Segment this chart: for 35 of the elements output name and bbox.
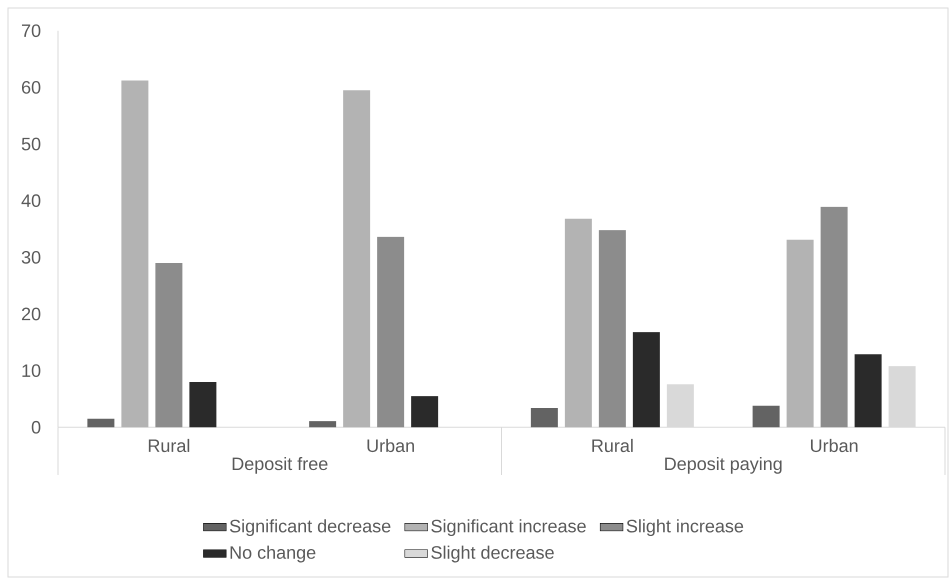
- x-tick-label: Urban: [810, 438, 858, 452]
- text: Deposit free: [232, 456, 328, 474]
- bar: [820, 206, 848, 428]
- legend-label: Slight increase: [626, 519, 744, 536]
- bar: [530, 408, 558, 428]
- y-tick-label: 0: [32, 420, 40, 434]
- x-tick-label: Urban: [367, 438, 414, 452]
- y-tick-label: 10: [22, 364, 40, 377]
- legend-label: Slight decrease: [431, 546, 554, 562]
- bar: [854, 354, 882, 428]
- bar: [752, 406, 780, 428]
- y-tick-label: 60: [22, 80, 40, 94]
- bar: [189, 382, 216, 428]
- text: Deposit paying: [665, 456, 782, 474]
- y-tick-label: 40: [21, 194, 40, 208]
- bar: [155, 262, 182, 428]
- bar: [87, 418, 114, 428]
- bar: [343, 90, 370, 428]
- bar: [411, 396, 438, 428]
- bar: [121, 80, 148, 428]
- x-tick-label: Rural: [148, 438, 190, 452]
- bar: [377, 236, 404, 428]
- legend-label: No change: [230, 546, 316, 562]
- legend-label: Significant increase: [431, 519, 586, 536]
- y-tick-label: 50: [22, 138, 40, 150]
- bar: [309, 421, 336, 428]
- y-tick-label: 20: [22, 308, 40, 320]
- bar: [632, 332, 660, 428]
- bar: [786, 240, 814, 428]
- y-tick-label: 70: [22, 24, 40, 38]
- bar: [564, 218, 592, 428]
- bar: [598, 230, 626, 428]
- x-tick-label: Rural: [592, 438, 633, 452]
- legend-label: Significant decrease: [230, 519, 390, 536]
- y-tick-label: 30: [22, 250, 40, 264]
